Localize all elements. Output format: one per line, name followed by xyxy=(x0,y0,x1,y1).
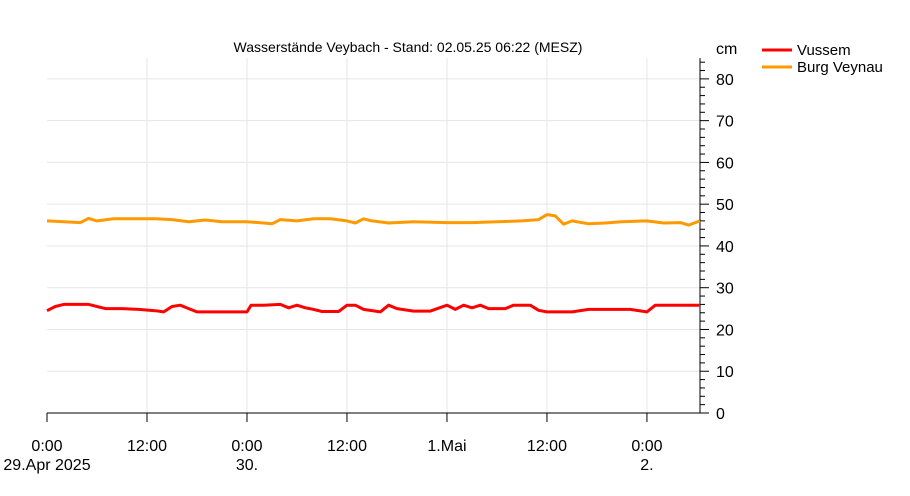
y-axis-unit-label: cm xyxy=(716,41,737,58)
y-tick-label: 50 xyxy=(716,197,734,214)
chart-title: Wasserstände Veybach - Stand: 02.05.25 0… xyxy=(234,39,583,55)
x-tick-label: 0:00 xyxy=(231,438,262,455)
series xyxy=(46,213,701,314)
grid xyxy=(47,58,700,413)
y-tick-label: 40 xyxy=(716,239,734,256)
x-tick-label: 12:00 xyxy=(327,438,367,455)
series-line-burg-veynau xyxy=(46,213,701,227)
y-tick-label: 0 xyxy=(716,406,725,423)
y-tick-label: 70 xyxy=(716,114,734,131)
axes: 0 10 20 30 40 50 60 70 80 0:00 29.Apr 2025 12:00 0:0… xyxy=(3,58,734,474)
x-tick-label: 12:00 xyxy=(527,438,567,455)
legend-label: Burg Veynau xyxy=(797,59,883,76)
x-tick-label: 0:00 xyxy=(31,438,62,455)
y-tick-label: 20 xyxy=(716,322,734,339)
x-tick-sublabel: 30. xyxy=(236,457,258,474)
legend-label: Vussem xyxy=(797,42,851,59)
y-tick-label: 80 xyxy=(716,72,734,89)
x-tick-label: 0:00 xyxy=(631,438,662,455)
x-tick-label: 1.Mai xyxy=(427,438,466,455)
x-tick-sublabel: 2. xyxy=(640,457,653,474)
y-tick-label: 10 xyxy=(716,364,734,381)
series-line-vussem xyxy=(46,302,700,314)
y-tick-label: 60 xyxy=(716,155,734,172)
y-tick-label: 30 xyxy=(716,281,734,298)
x-tick-label: 12:00 xyxy=(127,438,167,455)
x-tick-sublabel: 29.Apr 2025 xyxy=(3,457,90,474)
